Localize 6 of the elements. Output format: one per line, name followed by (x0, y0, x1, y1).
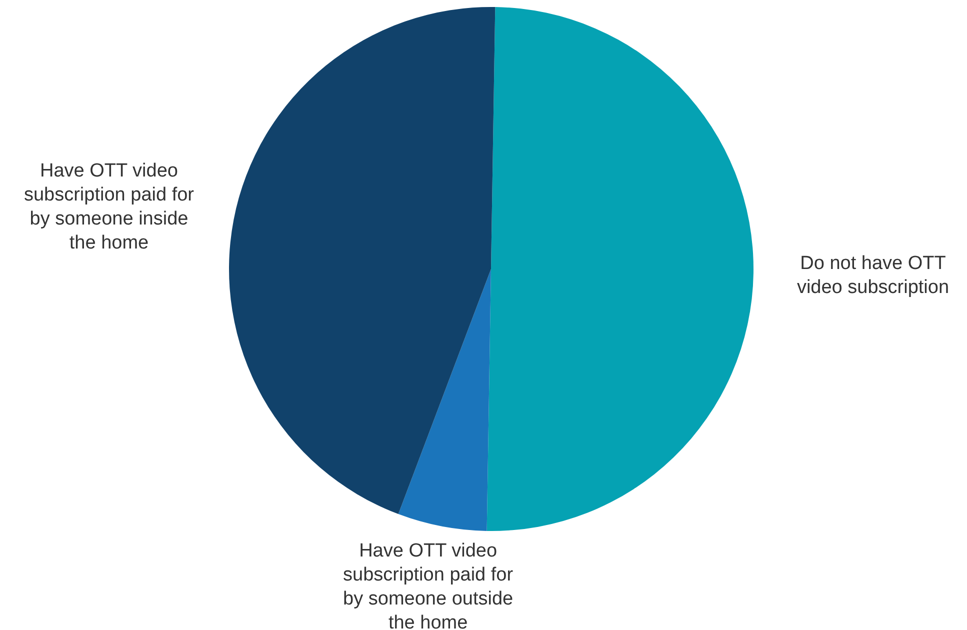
slice-label: Have OTT video subscription paid for by someone inside the home (24, 160, 195, 254)
pie-slice (230, 7, 496, 514)
pie-slice (398, 269, 491, 531)
pie-slice (486, 7, 754, 531)
slice-label: Do not have OTT video subscription (796, 253, 950, 298)
slice-label: Have OTT video subscription paid for by someone outside the home (343, 540, 514, 630)
